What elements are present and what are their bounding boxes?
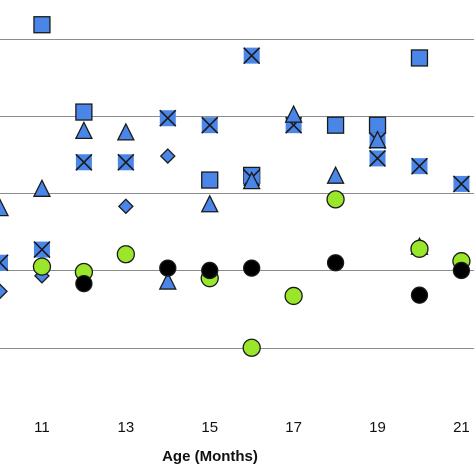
square-point bbox=[75, 103, 93, 121]
triangle-point bbox=[74, 120, 93, 140]
x-square-point bbox=[410, 157, 429, 175]
triangle-point bbox=[242, 171, 261, 190]
diamond-point bbox=[117, 198, 134, 215]
diamond-point bbox=[159, 148, 176, 165]
triangle-point bbox=[368, 130, 387, 149]
x-tick-label: 17 bbox=[285, 419, 302, 436]
green-circle-point bbox=[284, 286, 303, 306]
square-point bbox=[33, 16, 51, 34]
x-square-point bbox=[117, 153, 135, 171]
green-circle-point bbox=[326, 190, 345, 209]
x-square-point bbox=[243, 47, 261, 65]
x-axis-title: Age (Months) bbox=[162, 448, 258, 465]
black-circle-point bbox=[326, 254, 345, 272]
triangle-point bbox=[116, 122, 135, 141]
x-tick-label: 19 bbox=[369, 419, 386, 436]
x-square-point bbox=[452, 175, 470, 193]
x-square-point bbox=[159, 109, 177, 127]
black-circle-point bbox=[243, 259, 261, 277]
green-circle-point bbox=[410, 239, 429, 258]
black-circle-point bbox=[452, 261, 471, 280]
x-tick-labels: 11 13 15 17 19 21 bbox=[34, 419, 470, 436]
square-point bbox=[410, 49, 429, 67]
triangle-point bbox=[200, 194, 219, 213]
square-point bbox=[201, 171, 219, 189]
x-tick-label: 15 bbox=[201, 419, 218, 436]
diamond-point bbox=[0, 283, 8, 300]
x-tick-label: 11 bbox=[34, 419, 50, 436]
x-square-point bbox=[33, 241, 51, 259]
x-square-point bbox=[0, 254, 9, 272]
triangle-point bbox=[326, 165, 345, 184]
black-circle-point bbox=[410, 286, 429, 304]
triangle-point bbox=[284, 104, 303, 123]
triangle-point bbox=[32, 178, 51, 197]
x-tick-label: 21 bbox=[453, 419, 470, 436]
data-points bbox=[0, 16, 471, 357]
green-circle-point bbox=[242, 338, 261, 357]
x-square-point bbox=[368, 149, 387, 167]
triangle-point bbox=[158, 271, 177, 290]
x-square-point bbox=[201, 116, 219, 134]
square-point bbox=[326, 116, 345, 134]
green-circle-point bbox=[116, 245, 135, 264]
x-tick-label: 13 bbox=[117, 419, 134, 436]
y-gridlines bbox=[0, 39, 474, 349]
black-circle-point bbox=[159, 259, 177, 277]
black-circle-point bbox=[201, 261, 219, 280]
green-circle-point bbox=[32, 257, 52, 276]
triangle-point bbox=[0, 198, 10, 217]
black-circle-point bbox=[75, 274, 93, 293]
x-square-point bbox=[75, 153, 93, 171]
